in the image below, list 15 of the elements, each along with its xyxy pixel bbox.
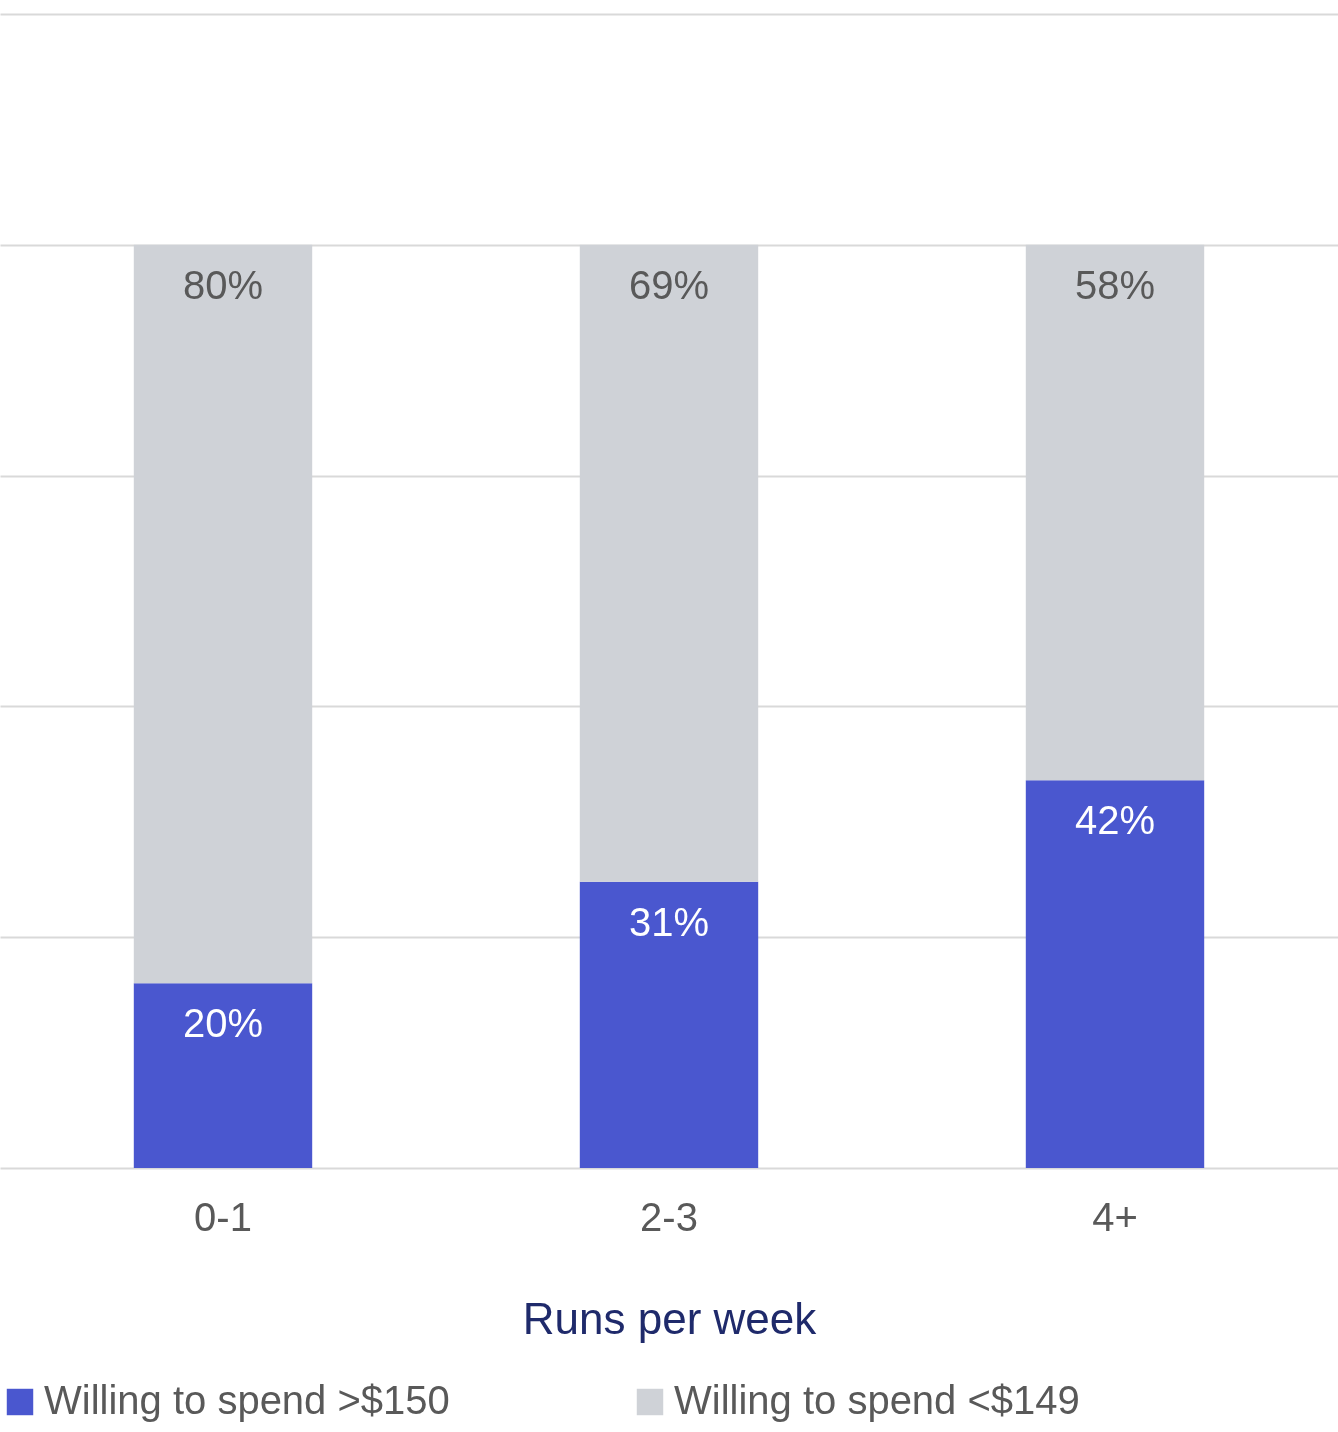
data-label: 42% [1074, 798, 1156, 843]
data-label: 69% [628, 262, 710, 307]
data-label: 20% [182, 1001, 264, 1046]
bar [1025, 780, 1205, 1168]
x-axis-title: Runs per week [522, 1293, 818, 1343]
x-tick-label: 2-3 [640, 1194, 698, 1239]
legend-label: Willing to spend >$150 [44, 1378, 450, 1422]
legend-label: Willing to spend <$149 [674, 1378, 1080, 1422]
bar [579, 881, 759, 1168]
data-label: 58% [1074, 262, 1156, 307]
x-tick-label: 0-1 [194, 1194, 252, 1239]
data-label: 31% [628, 899, 710, 944]
x-tick-label: 4+ [1092, 1194, 1138, 1239]
bar [133, 983, 313, 1168]
data-label: 80% [182, 262, 264, 307]
